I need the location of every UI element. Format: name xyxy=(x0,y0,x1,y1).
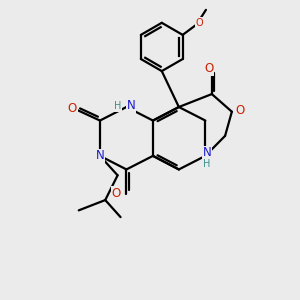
Text: N: N xyxy=(202,146,211,159)
Text: H: H xyxy=(203,159,211,169)
Text: O: O xyxy=(68,102,77,115)
Text: H: H xyxy=(114,101,121,111)
Text: O: O xyxy=(204,62,214,75)
Text: O: O xyxy=(236,104,245,117)
Text: O: O xyxy=(196,18,203,28)
Text: N: N xyxy=(96,149,104,162)
Text: N: N xyxy=(127,99,135,112)
Text: O: O xyxy=(112,187,121,200)
